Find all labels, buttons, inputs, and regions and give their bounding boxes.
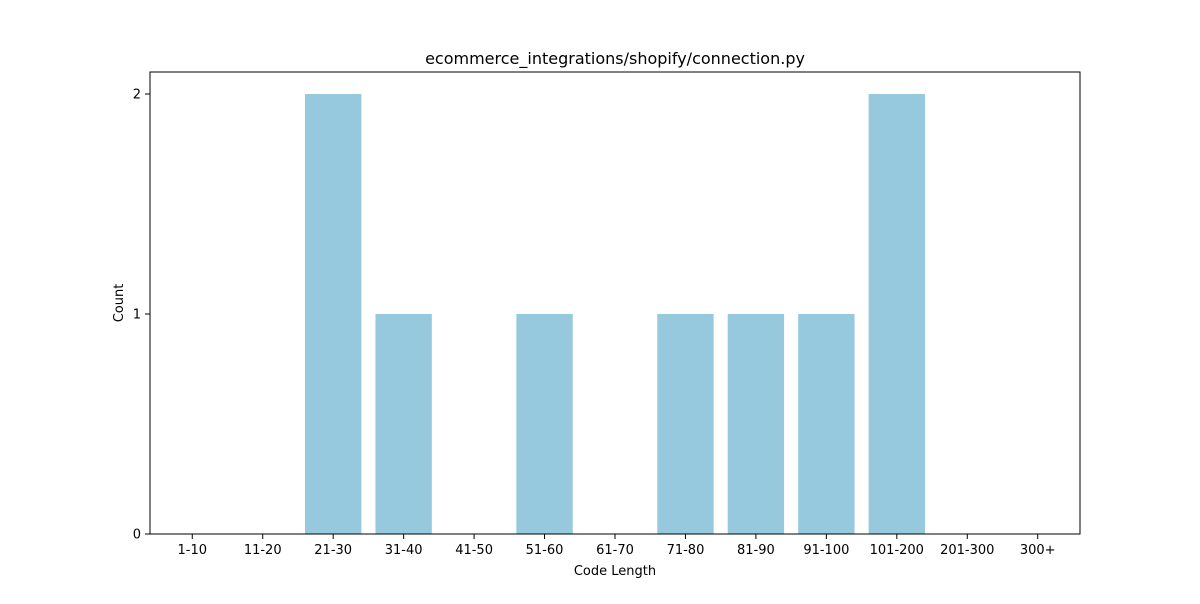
x-tick-label: 81-90 [737,543,775,558]
bar-81-90 [727,314,785,534]
x-tick-label: 101-200 [870,543,924,558]
x-tick-label: 11-20 [244,543,282,558]
bar-91-100 [798,314,855,534]
bar-31-40 [375,314,432,534]
y-tick-label: 1 [133,308,141,323]
bar-51-60 [516,314,573,534]
y-tick-label: 0 [133,528,141,543]
bar-71-80 [657,314,714,534]
plot-frame [149,71,1081,535]
x-tick-label: 21-30 [314,543,352,558]
x-tick-label: 201-300 [940,543,994,558]
bar-21-30 [305,94,362,534]
y-axis: 0 1 2 [133,88,150,543]
x-tick-label: 61-70 [596,543,634,558]
bars-group [305,94,925,534]
y-tick-label: 2 [133,88,141,103]
x-tick-label: 91-100 [803,543,849,558]
x-tick-label: 71-80 [667,543,705,558]
x-axis: 1-10 11-20 21-30 31-40 41-50 51-60 61-70 71-80 8… [178,534,1056,558]
bar-101-200 [868,94,925,534]
x-tick-label: 51-60 [526,543,564,558]
y-axis-label: Count [112,284,127,323]
x-tick-label: 1-10 [178,543,208,558]
x-tick-label: 300+ [1020,543,1056,558]
x-tick-label: 31-40 [385,543,423,558]
x-axis-label: Code Length [574,564,656,579]
chart-title: ecommerce_integrations/shopify/connectio… [425,49,805,69]
x-tick-label: 41-50 [455,543,493,558]
